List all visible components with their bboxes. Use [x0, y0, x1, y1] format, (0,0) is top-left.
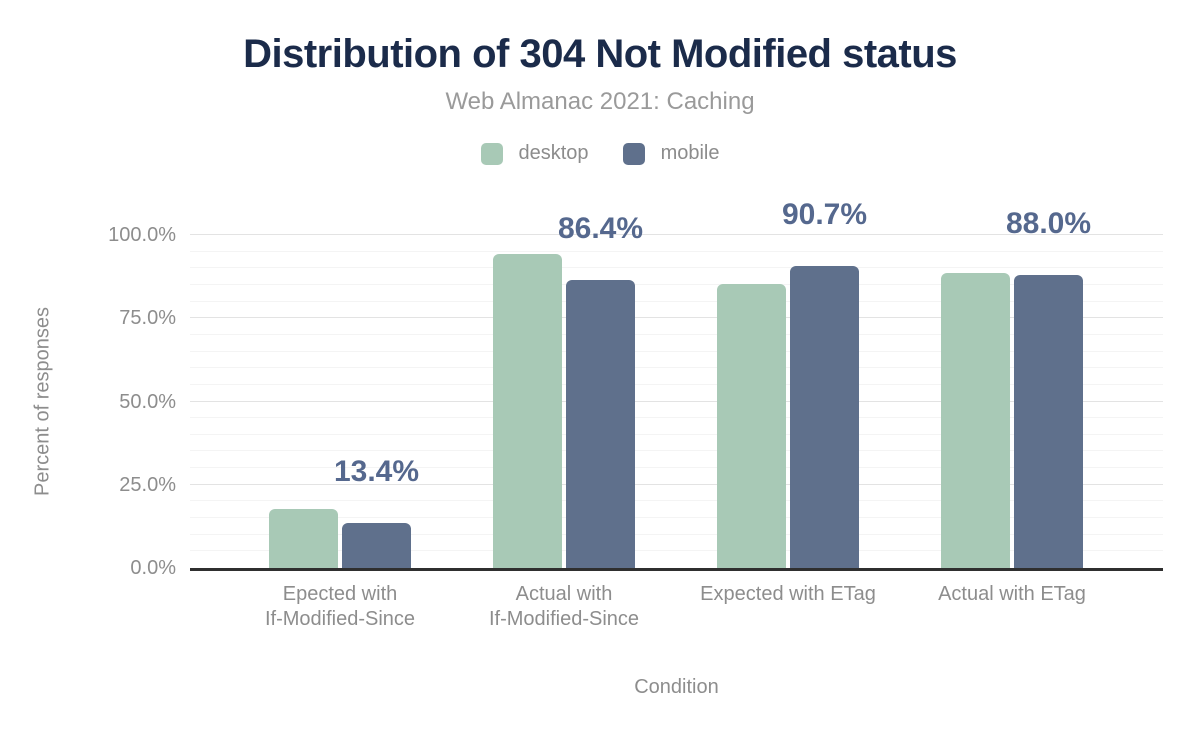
gridline-minor [190, 250, 1163, 252]
gridline-minor [190, 433, 1163, 435]
gridline-minor [190, 550, 1163, 552]
plot-area: 13.4% 86.4% 90.7% 88.0% [190, 198, 1163, 571]
data-label-group1: 13.4% [333, 455, 420, 489]
gridline-minor [190, 533, 1163, 535]
bar-mobile-group1 [342, 523, 411, 568]
chart-title: Distribution of 304 Not Modified status [243, 32, 957, 76]
gridline-minor [190, 300, 1163, 302]
gridline-minor [190, 500, 1163, 502]
bar-desktop-group2 [493, 254, 562, 568]
gridline-minor [190, 350, 1163, 352]
y-tick-25.0%: 25.0% [119, 473, 176, 496]
data-label-group2: 86.4% [557, 212, 644, 246]
gridline-major [190, 483, 1163, 485]
gridline-major [190, 400, 1163, 402]
y-tick-0.0%: 0.0% [130, 557, 176, 579]
x-tick-line: Actual with ETag [938, 583, 1086, 605]
legend-item-mobile: mobile [622, 142, 720, 165]
x-tick-group4: Actual with ETag [900, 582, 1124, 607]
chart-subtitle: Web Almanac 2021: Caching [445, 88, 755, 115]
bar-desktop-group1 [269, 509, 338, 568]
desktop-color-swatch [480, 142, 503, 165]
x-axis-title: Condition [634, 676, 719, 698]
data-label-group4: 88.0% [1005, 206, 1092, 240]
bar-desktop-group4 [941, 272, 1010, 568]
y-tick-100.0%: 100.0% [108, 224, 176, 246]
x-tick-line: Epected with [282, 583, 398, 605]
x-tick-line: Expected with ETag [700, 583, 876, 605]
x-tick-group2: Actual with If-Modified-Since [452, 582, 676, 632]
gridline-major [190, 317, 1163, 319]
bar-mobile-group3 [790, 265, 859, 568]
x-tick-line: If-Modified-Since [488, 608, 640, 630]
data-label-group3: 90.7% [781, 197, 868, 231]
gridline-minor [190, 517, 1163, 519]
x-tick-line: Actual with [515, 583, 613, 605]
legend: desktop mobile [0, 142, 1200, 165]
legend-item-desktop: desktop [480, 142, 589, 165]
x-tick-line: If-Modified-Since [264, 608, 416, 630]
legend-label-desktop: desktop [518, 142, 589, 164]
gridline-minor [190, 333, 1163, 335]
y-tick-50.0%: 50.0% [119, 390, 176, 413]
gridline-minor [190, 383, 1163, 385]
legend-label-mobile: mobile [660, 142, 720, 164]
mobile-color-swatch [622, 142, 645, 165]
y-axis-ticks: 0.0% 25.0% 50.0% 75.0% 100.0% [0, 224, 176, 579]
gridline-minor [190, 467, 1163, 469]
x-tick-group3: Expected with ETag [676, 582, 900, 607]
gridline-minor [190, 267, 1163, 269]
gridline-minor [190, 417, 1163, 419]
gridline-minor [190, 450, 1163, 452]
gridline-major [190, 234, 1163, 235]
x-tick-group1: Epected with If-Modified-Since [228, 582, 452, 632]
y-tick-75.0%: 75.0% [119, 307, 176, 330]
gridline-minor [190, 283, 1163, 285]
gridline-minor [190, 367, 1163, 369]
bar-mobile-group4 [1014, 274, 1083, 568]
bar-desktop-group3 [717, 283, 786, 568]
bar-mobile-group2 [566, 280, 635, 568]
